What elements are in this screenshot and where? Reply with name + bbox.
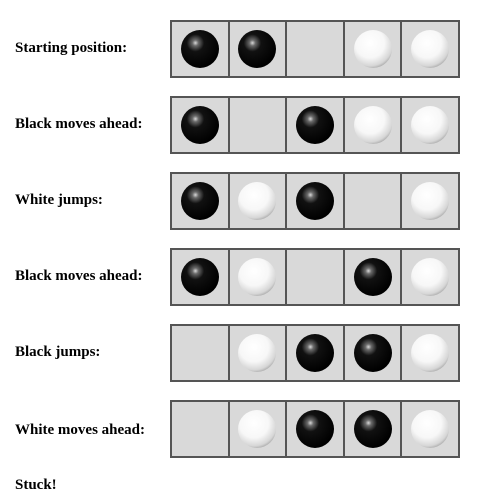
board-row <box>170 20 460 78</box>
black-piece <box>295 334 334 372</box>
board-cell <box>172 174 230 228</box>
empty-cell <box>172 326 230 380</box>
black-piece <box>180 30 219 68</box>
black-piece <box>180 182 219 220</box>
white-piece <box>411 410 450 448</box>
row-label: White moves ahead: <box>15 422 145 438</box>
board-cell <box>344 22 403 76</box>
black-piece <box>238 30 277 68</box>
board-row <box>170 96 460 154</box>
board-cell <box>172 98 230 152</box>
white-piece <box>238 258 277 296</box>
empty-cell <box>287 250 345 304</box>
board-cell <box>287 98 345 152</box>
row-label: Starting position: <box>15 40 128 56</box>
empty-cell <box>172 402 230 456</box>
final-result-label: Stuck! <box>15 477 57 493</box>
board-cell <box>229 326 288 380</box>
board-cell <box>344 98 403 152</box>
board-cell <box>402 98 458 152</box>
empty-cell <box>229 98 288 152</box>
black-piece <box>180 106 219 144</box>
board-cell <box>402 174 458 228</box>
black-piece <box>353 410 392 448</box>
board-cell <box>402 250 458 304</box>
board-cell <box>287 326 345 380</box>
black-piece <box>180 258 219 296</box>
white-piece <box>238 182 277 220</box>
empty-cell <box>344 174 403 228</box>
board-cell <box>229 250 288 304</box>
board-cell <box>402 326 458 380</box>
board-row <box>170 248 460 306</box>
white-piece <box>238 410 277 448</box>
board-cell <box>229 22 288 76</box>
board-cell <box>344 402 403 456</box>
row-label: Black moves ahead: <box>15 268 143 284</box>
row-label: Black moves ahead: <box>15 116 143 132</box>
board-cell <box>344 250 403 304</box>
white-piece <box>353 106 392 144</box>
board-row <box>170 324 460 382</box>
board-cell <box>229 174 288 228</box>
black-piece <box>353 334 392 372</box>
board-row <box>170 400 460 458</box>
board-cell <box>287 402 345 456</box>
board-cell <box>287 174 345 228</box>
board-cell <box>172 22 230 76</box>
white-piece <box>411 334 450 372</box>
white-piece <box>353 30 392 68</box>
board-cell <box>172 250 230 304</box>
board-cell <box>229 402 288 456</box>
white-piece <box>411 182 450 220</box>
black-piece <box>353 258 392 296</box>
white-piece <box>238 334 277 372</box>
board-cell <box>402 22 458 76</box>
black-piece <box>295 182 334 220</box>
board-cell <box>344 326 403 380</box>
empty-cell <box>287 22 345 76</box>
white-piece <box>411 258 450 296</box>
board-row <box>170 172 460 230</box>
board-cell <box>402 402 458 456</box>
white-piece <box>411 30 450 68</box>
black-piece <box>295 410 334 448</box>
row-label: White jumps: <box>15 192 103 208</box>
row-label: Black jumps: <box>15 344 101 360</box>
black-piece <box>295 106 334 144</box>
white-piece <box>411 106 450 144</box>
